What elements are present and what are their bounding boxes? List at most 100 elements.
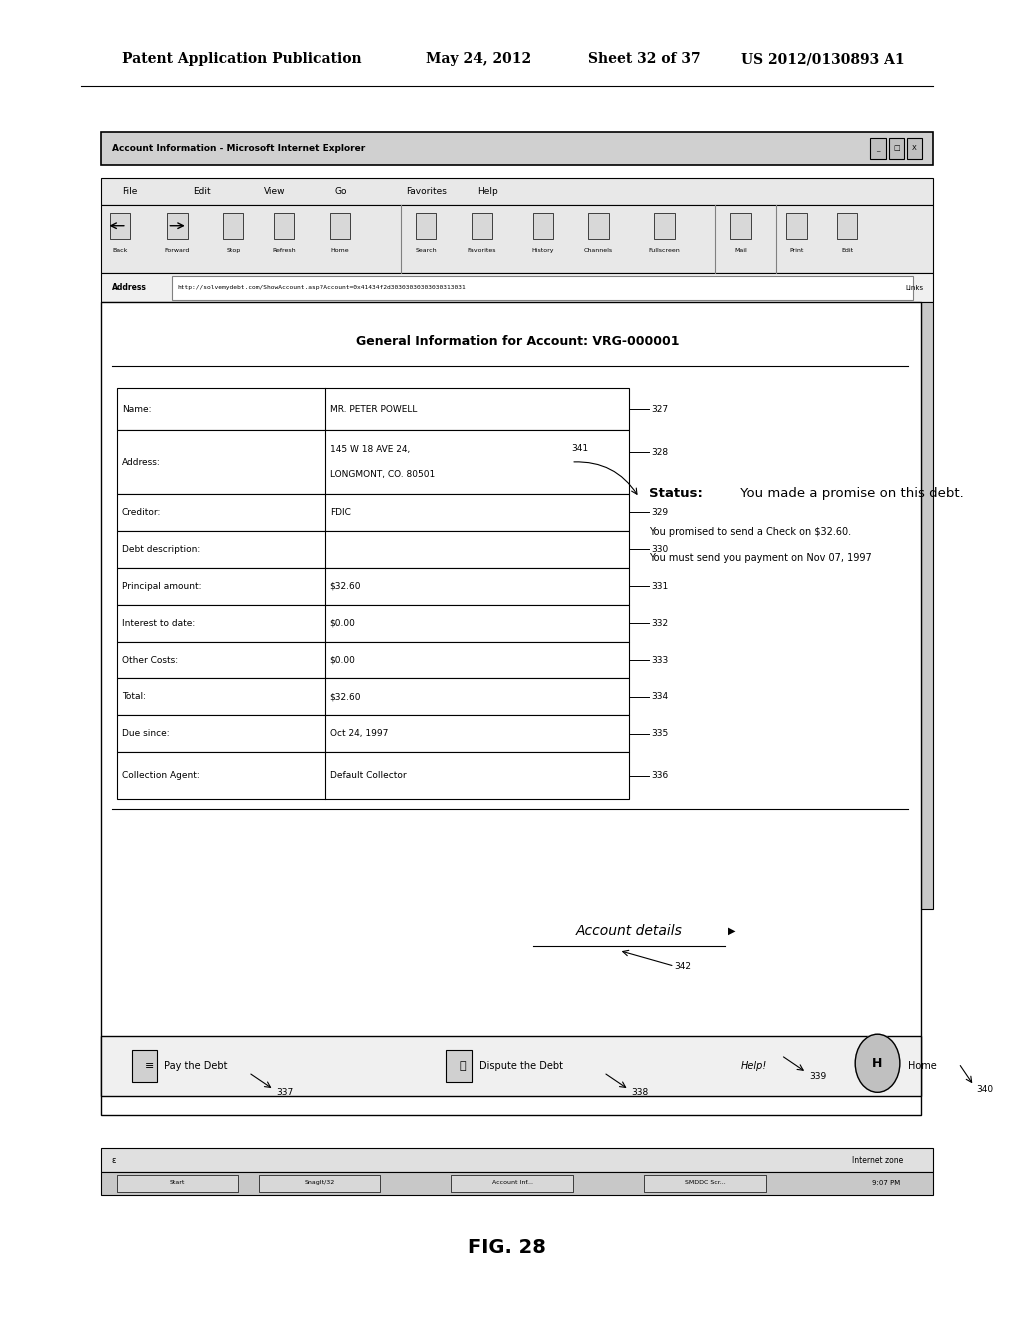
FancyBboxPatch shape [101,1172,933,1195]
FancyBboxPatch shape [110,213,130,239]
Text: ⦻: ⦻ [460,1061,466,1071]
FancyBboxPatch shape [132,1051,158,1082]
Text: $0.00: $0.00 [330,656,355,664]
FancyBboxPatch shape [117,605,629,642]
FancyBboxPatch shape [117,388,629,430]
Text: _: _ [877,145,880,152]
Text: 328: 328 [651,447,669,457]
Text: Mail: Mail [734,248,746,253]
Text: Address: Address [112,284,146,292]
FancyBboxPatch shape [907,137,923,158]
Text: History: History [531,248,554,253]
Text: MR. PETER POWELL: MR. PETER POWELL [330,405,417,413]
Text: Start: Start [170,1180,185,1185]
FancyBboxPatch shape [167,213,187,239]
FancyBboxPatch shape [837,213,857,239]
FancyBboxPatch shape [101,1036,922,1096]
Text: Go: Go [335,187,347,195]
FancyBboxPatch shape [117,642,629,678]
Text: You promised to send a Check on $32.60.: You promised to send a Check on $32.60. [649,527,851,537]
Text: Home: Home [331,248,349,253]
Text: 334: 334 [651,693,669,701]
Text: $0.00: $0.00 [330,619,355,627]
FancyBboxPatch shape [101,302,922,1115]
Text: LONGMONT, CO. 80501: LONGMONT, CO. 80501 [330,470,435,479]
Text: Print: Print [790,248,804,253]
FancyBboxPatch shape [117,568,629,605]
FancyBboxPatch shape [117,678,629,715]
Text: US 2012/0130893 A1: US 2012/0130893 A1 [740,53,904,66]
Text: 330: 330 [651,545,669,553]
Text: Account details: Account details [575,924,682,937]
Text: Default Collector: Default Collector [330,771,407,780]
FancyBboxPatch shape [117,1175,239,1192]
Text: http://solvemydebt.com/ShowAccount.asp?Account=0x41434f2d30303030303030313031: http://solvemydebt.com/ShowAccount.asp?A… [177,285,466,290]
Text: Edit: Edit [193,187,210,195]
FancyBboxPatch shape [172,276,913,300]
FancyBboxPatch shape [101,178,933,205]
Text: FDIC: FDIC [330,508,350,516]
Text: 331: 331 [651,582,669,590]
Text: Forward: Forward [165,248,190,253]
FancyBboxPatch shape [786,213,807,239]
Text: □: □ [893,145,900,152]
Text: 341: 341 [571,445,588,453]
FancyBboxPatch shape [589,213,608,239]
FancyBboxPatch shape [452,1175,573,1192]
Text: General Information for Account: VRG-000001: General Information for Account: VRG-000… [355,335,679,348]
FancyBboxPatch shape [889,137,904,158]
Text: You made a promise on this debt.: You made a promise on this debt. [735,487,964,500]
Text: Account Inf...: Account Inf... [492,1180,532,1185]
Text: Dispute the Debt: Dispute the Debt [479,1061,563,1071]
Text: H: H [872,1057,883,1069]
Text: Help: Help [477,187,498,195]
Text: $32.60: $32.60 [330,582,361,590]
Text: You must send you payment on Nov 07, 1997: You must send you payment on Nov 07, 199… [649,553,872,564]
FancyBboxPatch shape [472,213,492,239]
Text: Channels: Channels [584,248,613,253]
FancyBboxPatch shape [117,494,629,531]
Text: X: X [912,145,916,152]
FancyBboxPatch shape [273,213,294,239]
Text: 327: 327 [651,405,669,413]
Text: Favorites: Favorites [468,248,497,253]
Circle shape [855,1035,900,1093]
Text: Due since:: Due since: [122,730,169,738]
Text: Help!: Help! [740,1061,767,1071]
Text: May 24, 2012: May 24, 2012 [426,53,531,66]
Text: Internet zone: Internet zone [852,1156,903,1164]
Text: Patent Application Publication: Patent Application Publication [122,53,361,66]
Text: SnagIt/32: SnagIt/32 [304,1180,335,1185]
FancyBboxPatch shape [101,205,933,273]
Text: 335: 335 [651,730,669,738]
Text: Status:: Status: [649,487,703,500]
Text: SMDDC Scr...: SMDDC Scr... [685,1180,725,1185]
FancyBboxPatch shape [117,752,629,799]
Text: Home: Home [908,1061,937,1071]
Text: ▶: ▶ [728,925,736,936]
Text: ε: ε [112,1156,116,1164]
Text: Collection Agent:: Collection Agent: [122,771,200,780]
Text: Search: Search [416,248,437,253]
Text: ≡: ≡ [145,1061,155,1071]
Text: 342: 342 [675,962,691,970]
FancyBboxPatch shape [654,213,675,239]
Text: Address:: Address: [122,458,161,466]
Text: 336: 336 [651,771,669,780]
Text: 9:07 PM: 9:07 PM [872,1180,901,1185]
FancyBboxPatch shape [330,213,350,239]
FancyBboxPatch shape [446,1051,472,1082]
Text: Oct 24, 1997: Oct 24, 1997 [330,730,388,738]
Text: 333: 333 [651,656,669,664]
FancyBboxPatch shape [532,213,553,239]
Text: 338: 338 [631,1088,648,1097]
Text: Debt description:: Debt description: [122,545,200,553]
Text: Name:: Name: [122,405,152,413]
FancyBboxPatch shape [223,213,244,239]
Text: 145 W 18 AVE 24,: 145 W 18 AVE 24, [330,445,410,454]
FancyBboxPatch shape [259,1175,381,1192]
Text: 337: 337 [275,1088,293,1097]
Text: Principal amount:: Principal amount: [122,582,202,590]
Text: 329: 329 [651,508,669,516]
FancyBboxPatch shape [117,531,629,568]
